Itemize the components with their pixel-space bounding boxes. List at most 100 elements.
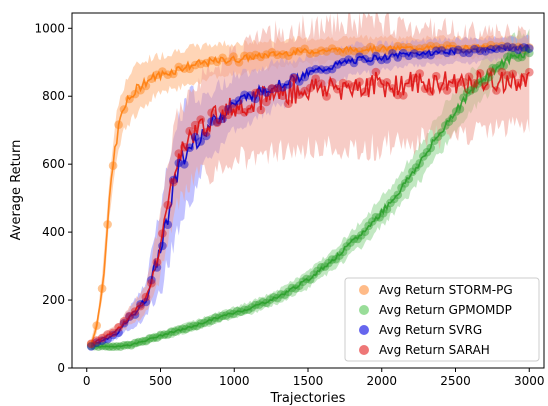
- marker-2: [360, 54, 370, 64]
- marker-0: [125, 94, 134, 104]
- marker-3: [97, 333, 107, 343]
- marker-0: [508, 43, 518, 52]
- marker-1: [448, 113, 457, 123]
- marker-1: [324, 258, 333, 268]
- marker-3: [399, 91, 408, 100]
- marker-2: [305, 66, 315, 76]
- marker-1: [484, 72, 494, 82]
- marker-1: [145, 334, 154, 343]
- marker-0: [420, 43, 430, 53]
- y-tick-label: 0: [57, 361, 65, 375]
- marker-0: [119, 105, 129, 114]
- marker-2: [431, 46, 441, 56]
- marker-1: [371, 212, 381, 222]
- marker-2: [262, 88, 271, 97]
- y-axis-ticks: 0 200 400 600 800 1000: [34, 21, 72, 375]
- marker-3: [415, 69, 425, 78]
- marker-0: [514, 42, 523, 52]
- marker-2: [382, 55, 392, 64]
- y-axis-label: Average Return: [9, 140, 24, 241]
- marker-2: [174, 158, 184, 168]
- marker-3: [103, 330, 112, 339]
- marker-3: [514, 78, 523, 88]
- marker-2: [481, 47, 490, 56]
- marker-1: [499, 61, 509, 70]
- marker-1: [273, 293, 282, 303]
- marker-2: [212, 117, 222, 127]
- marker-3: [212, 118, 222, 127]
- marker-1: [258, 297, 268, 307]
- marker-3: [420, 84, 430, 93]
- legend: Avg Return STORM-PG Avg Return GPMOMDP Avg…: [344, 277, 540, 362]
- marker-1: [481, 75, 490, 85]
- marker-2: [180, 160, 189, 169]
- marker-1: [108, 342, 118, 352]
- legend-marker-1: [359, 305, 369, 315]
- marker-1: [305, 275, 315, 284]
- marker-0: [475, 44, 485, 54]
- marker-1: [247, 303, 257, 312]
- marker-0: [327, 44, 337, 53]
- marker-3: [108, 328, 118, 338]
- marker-0: [486, 40, 496, 50]
- marker-2: [130, 310, 140, 319]
- marker-0: [180, 64, 189, 73]
- marker-1: [86, 341, 96, 351]
- y-tick-label: 1000: [34, 21, 65, 35]
- marker-1: [331, 254, 341, 264]
- marker-1: [254, 300, 264, 309]
- marker-0: [278, 50, 288, 59]
- marker-0: [174, 62, 184, 72]
- legend-label-1: Avg Return GPMOMDP: [379, 303, 512, 317]
- marker-3: [311, 74, 321, 83]
- marker-0: [223, 57, 233, 66]
- marker-1: [174, 325, 184, 334]
- marker-3: [289, 73, 299, 83]
- marker-3: [448, 78, 457, 88]
- marker-1: [232, 306, 242, 316]
- x-tick-label: 3000: [514, 374, 545, 388]
- marker-2: [503, 42, 512, 52]
- marker-3: [300, 86, 310, 96]
- y-tick-label: 400: [42, 225, 65, 239]
- marker-3: [459, 78, 468, 87]
- marker-2: [86, 342, 96, 351]
- marker-1: [492, 63, 501, 73]
- marker-1: [378, 208, 388, 218]
- marker-0: [404, 42, 414, 52]
- marker-3: [349, 82, 359, 91]
- marker-2: [333, 60, 342, 69]
- marker-3: [327, 77, 337, 87]
- marker-1: [488, 63, 498, 73]
- marker-3: [508, 69, 518, 79]
- marker-3: [92, 336, 101, 345]
- marker-1: [506, 50, 516, 59]
- marker-0: [103, 220, 112, 229]
- x-axis-label: Trajectories: [270, 391, 346, 406]
- marker-3: [125, 311, 134, 321]
- x-axis-ticks: 0 500 1000 1500 2000 2500 3000: [83, 368, 545, 388]
- marker-1: [200, 318, 209, 328]
- marker-2: [141, 297, 151, 307]
- marker-0: [201, 58, 211, 68]
- marker-1: [400, 179, 410, 188]
- marker-3: [284, 99, 293, 108]
- marker-0: [410, 45, 419, 54]
- marker-1: [225, 309, 235, 318]
- marker-1: [196, 319, 205, 328]
- marker-0: [399, 42, 408, 52]
- marker-3: [201, 128, 211, 137]
- marker-2: [114, 328, 123, 338]
- marker-3: [503, 71, 512, 80]
- marker-0: [256, 52, 266, 62]
- marker-3: [218, 105, 227, 114]
- marker-2: [316, 65, 326, 74]
- marker-2: [519, 43, 529, 52]
- marker-2: [245, 91, 255, 100]
- y-tick-label: 800: [42, 89, 65, 103]
- marker-0: [163, 70, 173, 79]
- marker-1: [349, 234, 359, 244]
- marker-0: [442, 41, 452, 50]
- marker-3: [190, 120, 200, 130]
- confidence-bands: [91, 13, 530, 351]
